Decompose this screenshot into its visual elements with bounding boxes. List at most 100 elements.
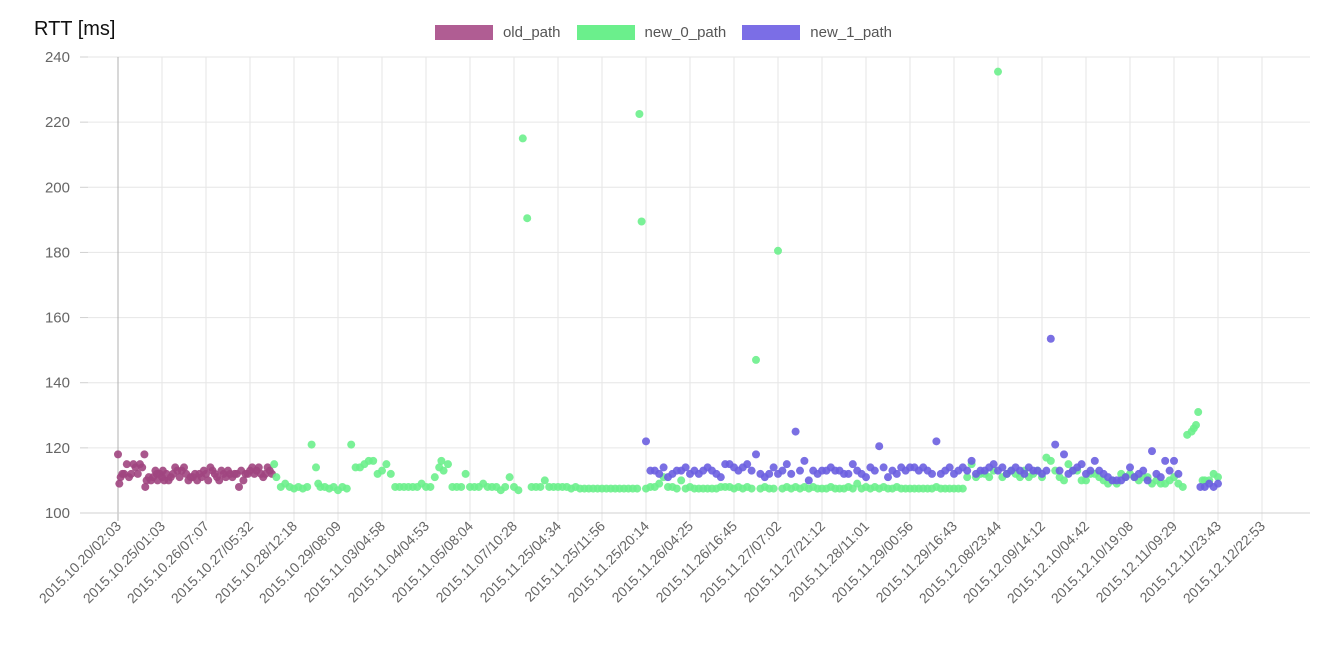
data-point [501,482,510,491]
data-point [1170,456,1178,465]
x-tick-label: 2015.12.11/09:29 [1092,518,1180,606]
data-point [800,456,809,465]
data-point [985,473,994,482]
data-point [1086,466,1095,475]
x-tick-label: 2015.10.26/07:07 [124,518,213,607]
legend-label-new-0-path: new_0_path [644,24,727,41]
x-tick-label: 2015.11.27/07:02 [696,518,784,606]
data-point [1077,460,1086,469]
data-point [1064,460,1073,469]
data-point [1165,466,1174,475]
legend-swatch-old-path [434,25,493,40]
data-point [1174,469,1183,478]
data-point [461,469,470,478]
data-point [270,460,279,469]
data-point [254,463,263,472]
data-point [778,466,787,475]
data-point [369,456,378,465]
data-point [635,110,644,118]
data-point [215,476,224,485]
data-point [681,463,690,472]
data-point [998,463,1007,472]
data-point [963,466,972,475]
data-point [505,473,514,482]
legend-swatch-new-1-path [742,25,801,40]
legend-label-new-1-path: new_1_path [810,24,893,41]
series-new-1-path [642,334,1222,491]
data-point [426,482,435,491]
data-point [342,484,351,493]
data-point [642,437,650,446]
data-point [1020,469,1029,478]
y-tick-label: 100 [45,505,70,522]
data-point [804,476,813,485]
series-new-0-path [270,67,1222,495]
data-point [114,450,122,459]
data-point [386,469,395,478]
data-point [437,456,446,465]
y-axis-title: RTT [ms] [34,18,116,40]
x-tick-label: 2015.10.28/12:18 [212,518,301,607]
x-tick-label: 2015.11.03/04:58 [300,518,388,606]
data-point [879,463,888,472]
data-point [141,482,150,491]
data-point [1194,408,1203,417]
x-tick-label: 2015.11.07/10:28 [432,518,520,606]
data-point [884,473,892,482]
data-point [514,486,523,495]
legend-item-new-1-path[interactable]: new_1_path [742,24,892,41]
data-point [122,460,131,469]
legend-swatch-new-0-path [576,25,635,40]
data-point [1060,476,1068,485]
data-point [716,473,725,482]
series-old-path [114,450,276,491]
data-point [272,473,281,482]
data-point [180,463,188,472]
data-point [659,463,668,472]
data-point [1143,476,1152,485]
data-point [1156,473,1165,482]
data-point [235,482,243,491]
data-point [862,473,870,482]
x-tick-label: 2015.11.28/11:01 [785,518,872,605]
x-tick-label: 2015.11.05/08:04 [388,518,476,606]
data-point [202,469,210,478]
x-axis: 2015.10.20/02:032015.10.25/01:032015.10.… [36,518,1269,607]
data-point [382,460,391,469]
data-point [1046,456,1055,465]
data-point [870,466,879,475]
data-point [945,463,954,472]
legend-item-new-0-path[interactable]: new_0_path [576,24,727,41]
data-point [127,469,136,478]
data-point [536,482,545,491]
data-point [752,450,760,459]
data-point [769,484,778,493]
data-point [989,460,998,469]
data-point [747,466,756,475]
y-tick-label: 180 [45,244,70,261]
data-point [133,469,142,478]
data-point [875,442,884,451]
data-point [1055,466,1064,475]
data-point [457,482,466,491]
data-point [1121,473,1130,482]
data-point [1192,421,1200,430]
data-point [967,456,976,465]
data-point [774,246,782,255]
data-point [1161,456,1170,465]
data-point [1090,456,1099,465]
data-point [633,484,642,493]
data-point [932,437,941,446]
data-point [115,479,124,488]
data-point [752,355,760,364]
data-point [637,217,646,226]
data-point [239,476,248,485]
y-tick-label: 240 [45,49,70,66]
data-point [655,469,664,478]
data-point [518,134,527,143]
y-tick-label: 160 [45,310,70,327]
x-tick-label: 2015.11.25/11:56 [521,518,608,605]
data-point [892,469,901,478]
legend-item-old-path[interactable]: old_path [434,24,561,41]
data-point [378,466,386,475]
